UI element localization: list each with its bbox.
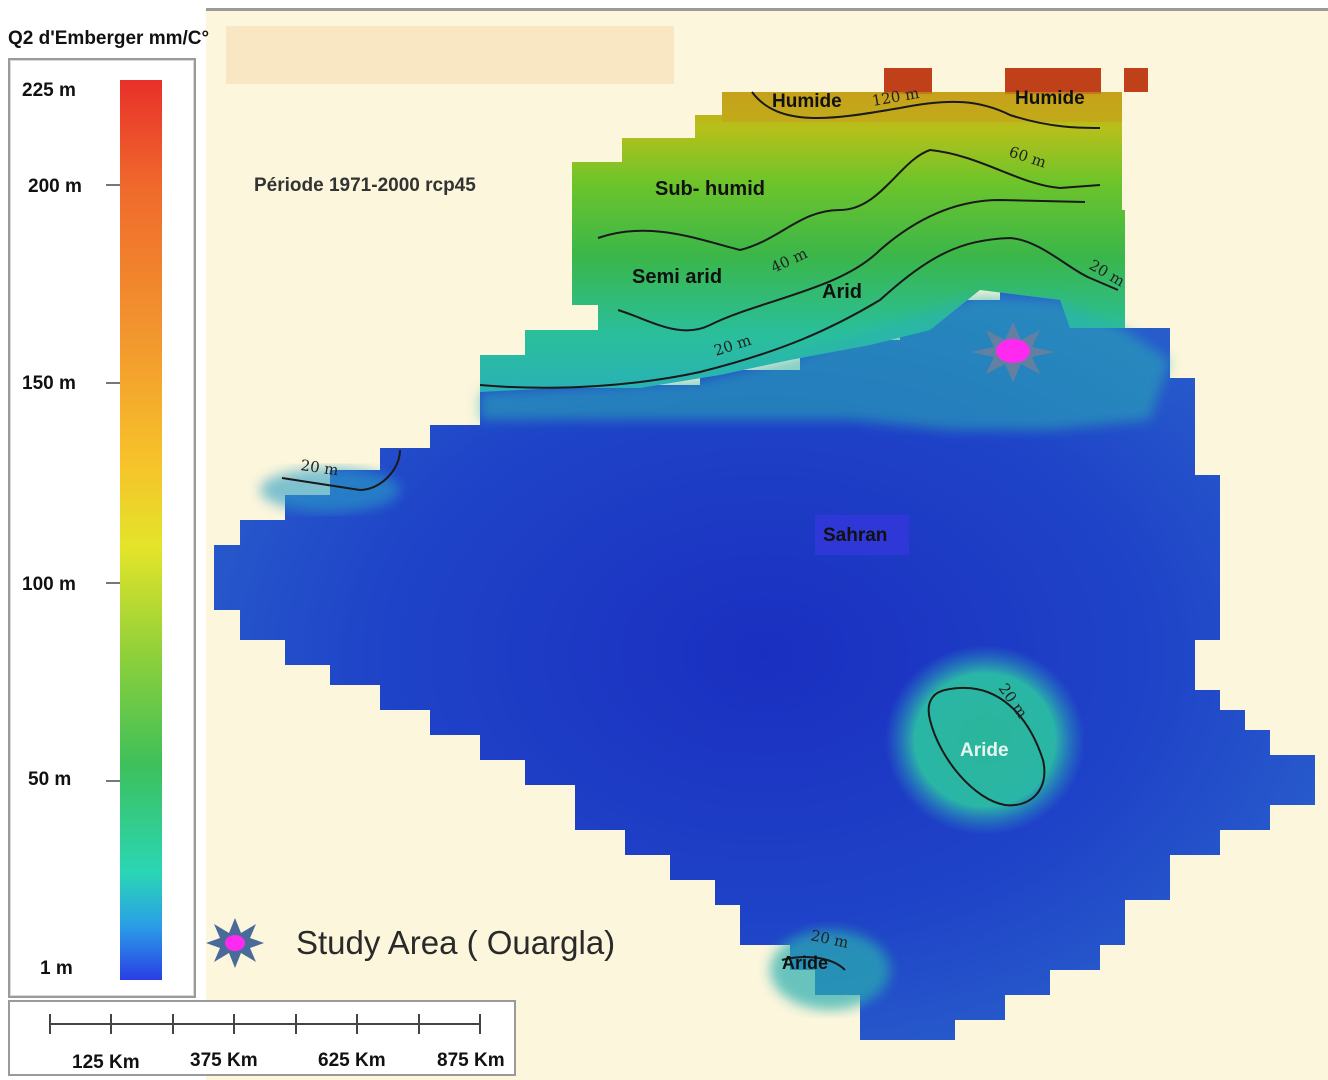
legend-tick-mark [106,780,120,782]
study-area-dot [996,339,1030,363]
legend-tick-label: 150 m [22,373,76,395]
legend-star-marker [206,918,264,968]
zone-label-aride: Aride [782,953,828,974]
zone-label-humide: Humide [1015,88,1085,110]
legend-tick-label: 1 m [40,958,73,980]
study-area-label: Study Area ( Ouargla) [296,924,615,962]
scale-label: 625 Km [318,1050,386,1072]
zone-label-humide: Humide [772,91,842,113]
legend-tick-mark [106,382,120,384]
legend-frame [10,60,194,996]
scale-label: 875 Km [437,1050,505,1072]
zone-label-sub-humid: Sub- humid [655,178,765,201]
title-strip [226,26,674,84]
zone-label-sahran: Sahran [815,515,909,555]
scale-bar-ruler [10,1002,514,1048]
zone-label-arid: Arid [822,281,862,304]
legend-tick-label: 100 m [22,574,76,596]
zone-label-aride: Aride [960,740,1009,762]
legend-tick-label: 50 m [28,769,71,791]
legend-tick-label: 225 m [22,80,76,102]
color-legend: 225 m 200 m 150 m 100 m 50 m 1 m [8,58,196,998]
period-label: Période 1971-2000 rcp45 [254,175,476,197]
legend-star-dot [225,935,245,951]
humid-cell [1124,68,1148,92]
legend-tick-mark [106,184,120,186]
legend-title: Q2 d'Emberger mm/C° [8,28,209,50]
scale-label: 125 Km [72,1052,140,1074]
zone-label-semi-arid: Semi arid [632,266,722,289]
scale-label: 375 Km [190,1050,258,1072]
legend-tick-mark [106,582,120,584]
legend-tick-label: 200 m [28,176,82,198]
color-scale-bar [120,80,162,980]
scale-bar: 125 Km 375 Km 625 Km 875 Km [8,1000,516,1076]
